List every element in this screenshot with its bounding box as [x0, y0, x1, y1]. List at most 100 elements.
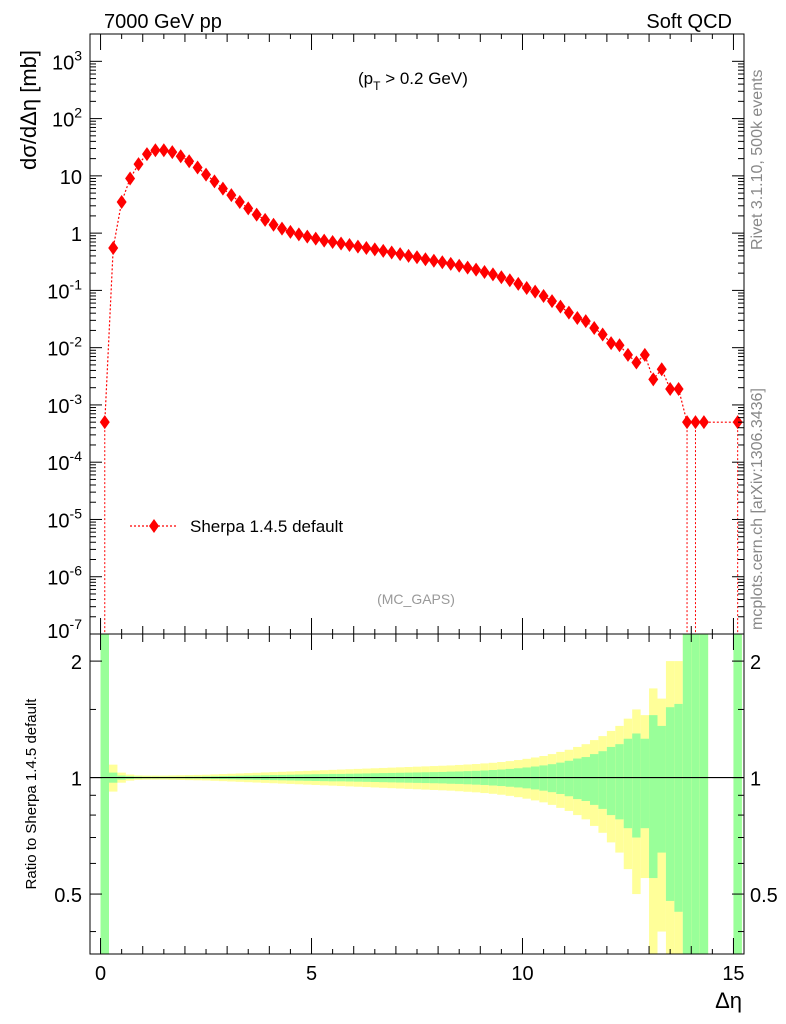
data-point — [445, 256, 456, 271]
ratio-y-tick-label-right: 0.5 — [750, 885, 778, 907]
data-point — [276, 221, 287, 236]
ratio-band-inner — [615, 744, 624, 820]
data-point — [352, 239, 363, 254]
data-point — [310, 231, 321, 246]
main-y-tick-label: 10-1 — [47, 276, 82, 303]
main-y-tick-label: 10-2 — [47, 334, 82, 361]
data-point — [395, 247, 406, 262]
ratio-band-inner — [623, 738, 633, 829]
ratio-band-inner — [733, 634, 742, 954]
data-point — [386, 245, 397, 260]
data-point — [125, 171, 136, 186]
legend: Sherpa 1.4.5 default — [130, 517, 343, 536]
data-point — [673, 381, 684, 396]
side-label-bottom: mcplots.cern.ch [arXiv:1306.3436] — [749, 388, 766, 630]
data-point — [648, 372, 659, 387]
main-y-tick-label: 10-3 — [47, 391, 82, 418]
data-point — [665, 381, 676, 396]
header-left: 7000 GeV pp — [104, 11, 222, 33]
ratio-band-inner — [699, 634, 709, 954]
cut-annotation-sub: T — [373, 79, 381, 93]
header-right: Soft QCD — [646, 11, 732, 33]
data-point — [243, 201, 254, 216]
side-label-top: Rivet 3.1.10, 500k events — [749, 69, 766, 250]
data-point — [572, 310, 583, 325]
data-point — [108, 240, 119, 255]
data-point — [251, 207, 262, 222]
ratio-y-tick-label-right: 2 — [750, 652, 761, 674]
ratio-band-inner — [573, 758, 582, 800]
data-point — [471, 262, 482, 277]
data-point — [631, 355, 642, 370]
cut-annotation-prefix: (p — [358, 69, 373, 88]
data-point — [344, 238, 355, 253]
main-plot-marks — [99, 143, 743, 634]
data-point — [547, 294, 558, 309]
ratio-band-inner — [674, 703, 683, 912]
ratio-panel: 0.5 0.5 1 1 2 2 0 5 10 15 Ratio to Sherpa 1.4.5 d… — [23, 633, 778, 1013]
data-point — [504, 273, 515, 288]
data-point — [293, 227, 304, 242]
data-point — [639, 347, 650, 362]
data-point — [606, 336, 617, 351]
data-point — [209, 174, 220, 189]
data-point — [192, 160, 203, 175]
data-point — [420, 252, 431, 267]
main-y-tick-label: 102 — [52, 105, 82, 132]
ratio-band-inner — [606, 746, 616, 816]
data-point — [141, 147, 152, 162]
cut-annotation: (pT > 0.2 GeV) — [358, 69, 468, 93]
data-point — [336, 236, 347, 251]
data-point — [116, 194, 127, 209]
data-point — [428, 253, 439, 268]
data-point — [622, 347, 633, 362]
data-point — [184, 154, 195, 169]
x-tick-label: 5 — [306, 963, 317, 985]
main-y-tick-label: 10-5 — [47, 505, 82, 532]
data-point — [158, 143, 169, 158]
main-y-tick-label: 10 — [60, 167, 82, 189]
data-point — [732, 415, 743, 430]
data-point — [285, 224, 296, 239]
data-point — [226, 188, 237, 203]
data-point — [175, 149, 186, 164]
data-point — [437, 255, 448, 270]
ratio-band-inner — [581, 757, 590, 801]
main-plot-frame — [89, 33, 745, 635]
data-point — [563, 305, 574, 320]
ratio-band-inner — [556, 762, 565, 794]
ratio-band-inner — [598, 751, 607, 809]
x-tick-label: 15 — [722, 963, 744, 985]
data-point — [167, 145, 178, 160]
data-point — [682, 415, 693, 430]
main-y-tick-label: 10-6 — [47, 563, 82, 590]
ratio-band-inner — [640, 738, 650, 829]
main-y-tick-label: 10-7 — [47, 616, 82, 643]
data-point — [589, 321, 600, 336]
x-axis-label: Δη — [715, 988, 742, 1013]
data-point — [479, 264, 490, 279]
data-point — [260, 212, 271, 227]
data-point — [99, 415, 110, 430]
data-point — [614, 338, 625, 353]
analysis-label: (MC_GAPS) — [377, 591, 455, 607]
ratio-band-inner — [100, 634, 109, 954]
ratio-band-inner — [649, 715, 658, 879]
data-point — [369, 242, 380, 257]
series-line — [104, 149, 738, 423]
data-point — [361, 240, 372, 255]
main-y-tick-label: 1 — [71, 224, 82, 246]
ratio-band-inner — [682, 634, 692, 954]
data-point — [580, 314, 591, 329]
ratio-band-inner — [657, 725, 666, 853]
ratio-y-tick-label: 2 — [71, 652, 82, 674]
ratio-band-inner — [564, 760, 574, 797]
legend-marker — [149, 519, 159, 533]
data-point — [302, 229, 313, 244]
ratio-y-axis-label: Ratio to Sherpa 1.4.5 default — [23, 698, 40, 890]
ratio-plot-marks — [90, 634, 744, 954]
data-point — [513, 276, 524, 291]
data-point — [521, 281, 532, 296]
